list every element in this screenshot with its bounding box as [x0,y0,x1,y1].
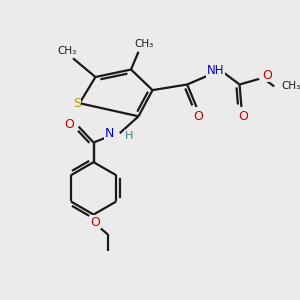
Text: O: O [64,118,74,131]
Text: N: N [105,127,114,140]
Text: CH₃: CH₃ [134,39,154,49]
Text: S: S [73,97,81,110]
Text: O: O [91,216,100,229]
Text: CH₃: CH₃ [282,81,300,92]
Text: O: O [238,110,248,123]
Text: CH₃: CH₃ [58,46,77,56]
Text: O: O [262,69,272,82]
Text: NH: NH [206,64,224,77]
Text: H: H [125,131,133,141]
Text: O: O [194,110,203,123]
